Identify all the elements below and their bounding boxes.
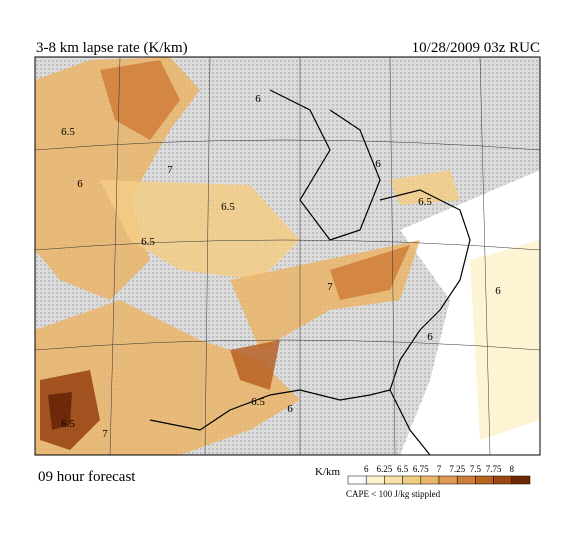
colorbar-label: 6.25 <box>377 464 393 474</box>
contour-label: 6.5 <box>251 396 265 408</box>
colorbar-label: 6.5 <box>397 464 409 474</box>
colorbar: 6 6.25 6.5 6.75 7 7.25 7.5 7.75 8 <box>347 464 531 485</box>
colorbar-label: 6 <box>364 464 369 474</box>
contour-label: 6.5 <box>61 418 75 430</box>
contour-label: 6.5 <box>141 236 155 248</box>
colorbar-label: 6.75 <box>413 464 429 474</box>
contour-label: 7 <box>167 164 173 176</box>
map-area: 6.5 6 7 6.5 6.5 7 6.5 6 6 6 6.5 7 6.5 6 6 <box>35 57 540 455</box>
colorbar-box <box>438 475 458 485</box>
map-title: 3-8 km lapse rate (K/km) <box>36 40 188 56</box>
contour-label: 6 <box>427 331 433 343</box>
colorbar-box <box>456 475 476 485</box>
colorbar-box <box>402 475 422 485</box>
forecast-hour: 09 hour forecast <box>38 469 136 485</box>
valid-time: 10/28/2009 03z RUC <box>412 40 540 56</box>
contour-label: 6 <box>255 93 261 105</box>
contour-label: 6.5 <box>221 201 235 213</box>
colorbar-box <box>347 475 367 485</box>
legend-unit: K/km <box>315 466 341 478</box>
colorbar-label: 8 <box>510 464 515 474</box>
contour-label: 7 <box>102 428 108 440</box>
colorbar-box <box>420 475 440 485</box>
stipple-note: CAPE < 100 J/kg stippled <box>346 489 441 499</box>
colorbar-box <box>384 475 403 485</box>
contour-label: 7 <box>327 281 333 293</box>
colorbar-label: 7 <box>437 464 442 474</box>
colorbar-label: 7.25 <box>449 464 465 474</box>
colorbar-box <box>493 475 513 485</box>
contour-label: 6.5 <box>61 126 75 138</box>
contour-label: 6 <box>77 178 83 190</box>
colorbar-box <box>511 475 531 485</box>
contour-label: 6 <box>287 403 293 415</box>
colorbar-box <box>365 475 385 485</box>
contour-label: 6 <box>375 158 381 170</box>
contour-label: 6.5 <box>418 196 432 208</box>
contour-label: 6 <box>495 285 501 297</box>
colorbar-box <box>475 475 494 485</box>
colorbar-label: 7.5 <box>470 464 482 474</box>
colorbar-label: 7.75 <box>486 464 502 474</box>
